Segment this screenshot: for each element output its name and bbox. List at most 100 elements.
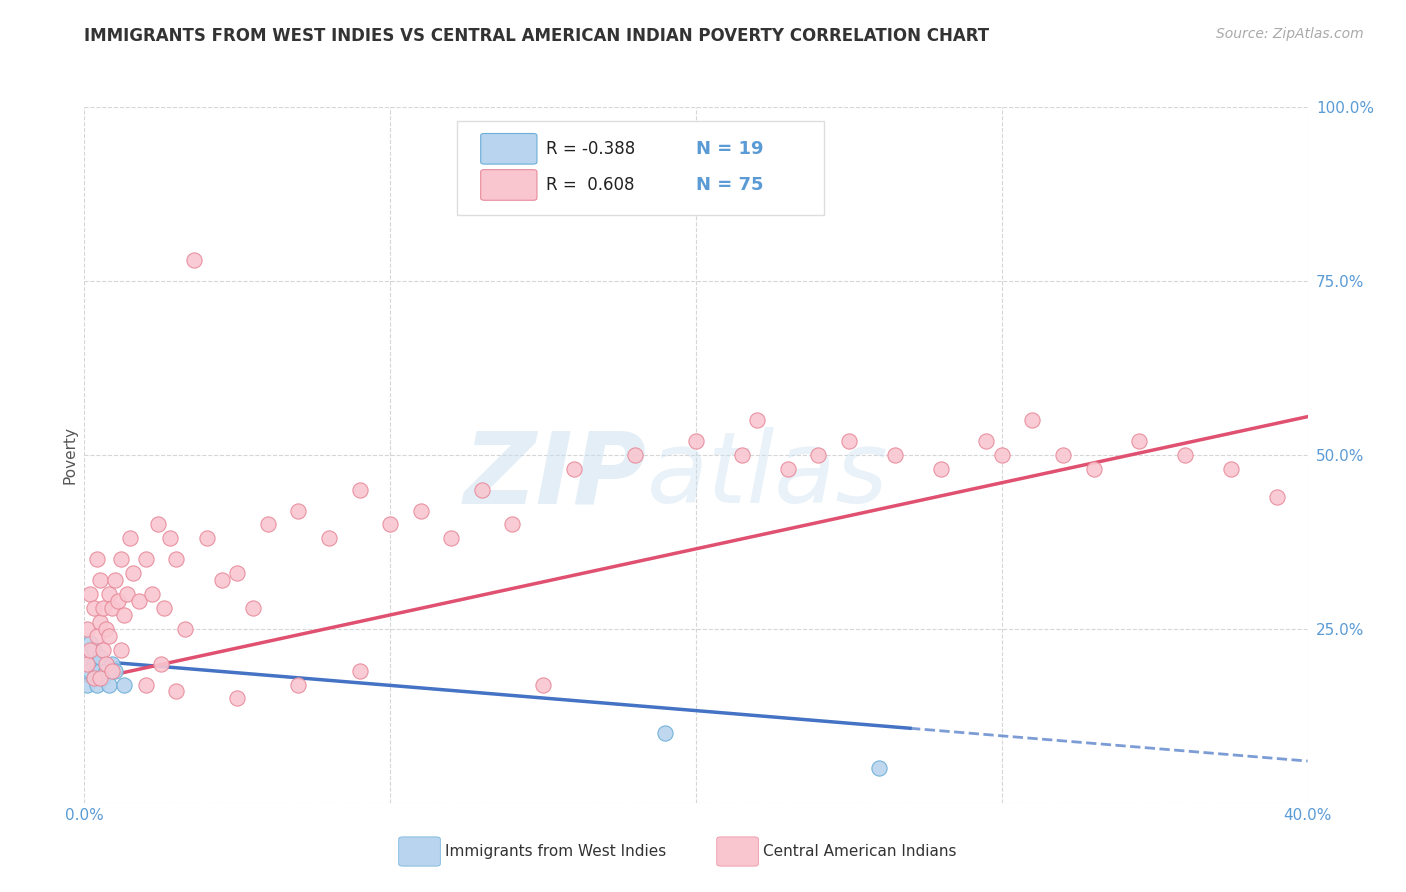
- Point: [747, 413, 769, 427]
- Text: IMMIGRANTS FROM WEST INDIES VS CENTRAL AMERICAN INDIAN POVERTY CORRELATION CHART: IMMIGRANTS FROM WEST INDIES VS CENTRAL A…: [84, 27, 990, 45]
- Point: [731, 448, 754, 462]
- Point: [159, 532, 181, 546]
- Point: [89, 573, 111, 587]
- Point: [83, 601, 105, 615]
- Point: [149, 657, 172, 671]
- Point: [991, 448, 1014, 462]
- Point: [165, 552, 187, 566]
- Point: [776, 462, 799, 476]
- Point: [91, 642, 114, 657]
- Point: [195, 532, 218, 546]
- Point: [115, 587, 138, 601]
- Point: [97, 629, 120, 643]
- Point: [128, 594, 150, 608]
- Point: [112, 677, 135, 691]
- Point: [380, 517, 402, 532]
- Point: [110, 642, 132, 657]
- Text: R =  0.608: R = 0.608: [546, 176, 634, 194]
- Point: [165, 684, 187, 698]
- Point: [153, 601, 176, 615]
- Point: [562, 462, 585, 476]
- Point: [531, 677, 554, 691]
- Point: [97, 587, 120, 601]
- Point: [1083, 462, 1105, 476]
- FancyBboxPatch shape: [481, 169, 537, 201]
- Y-axis label: Poverty: Poverty: [62, 425, 77, 484]
- Point: [110, 552, 132, 566]
- Point: [146, 517, 169, 532]
- Point: [83, 657, 105, 671]
- Point: [1265, 490, 1288, 504]
- Point: [97, 677, 120, 691]
- Point: [120, 532, 142, 546]
- Point: [89, 615, 111, 629]
- Point: [183, 253, 205, 268]
- Point: [471, 483, 494, 497]
- Point: [1220, 462, 1243, 476]
- Point: [94, 657, 117, 671]
- Point: [83, 671, 105, 685]
- Point: [349, 483, 371, 497]
- Point: [76, 622, 98, 636]
- Point: [1128, 434, 1150, 448]
- Point: [89, 649, 111, 664]
- FancyBboxPatch shape: [457, 121, 824, 215]
- Point: [869, 761, 891, 775]
- Point: [104, 664, 127, 678]
- Point: [91, 601, 114, 615]
- Point: [79, 587, 101, 601]
- Point: [94, 664, 117, 678]
- Point: [76, 677, 98, 691]
- Text: Central American Indians: Central American Indians: [763, 844, 956, 859]
- Point: [94, 622, 117, 636]
- Point: [1021, 413, 1043, 427]
- Point: [883, 448, 905, 462]
- Text: N = 75: N = 75: [696, 176, 763, 194]
- Text: atlas: atlas: [647, 427, 889, 524]
- Point: [79, 636, 101, 650]
- Point: [141, 587, 163, 601]
- Point: [76, 649, 98, 664]
- Point: [976, 434, 998, 448]
- Point: [79, 642, 101, 657]
- FancyBboxPatch shape: [481, 134, 537, 164]
- Point: [122, 566, 145, 581]
- Point: [318, 532, 340, 546]
- FancyBboxPatch shape: [399, 837, 440, 866]
- Point: [211, 573, 233, 587]
- Point: [83, 642, 105, 657]
- Text: R = -0.388: R = -0.388: [546, 140, 634, 158]
- Point: [112, 607, 135, 622]
- Text: ZIP: ZIP: [464, 427, 647, 524]
- Text: Immigrants from West Indies: Immigrants from West Indies: [446, 844, 666, 859]
- Point: [101, 657, 124, 671]
- Point: [83, 671, 105, 685]
- Point: [135, 552, 157, 566]
- FancyBboxPatch shape: [717, 837, 758, 866]
- Point: [174, 622, 197, 636]
- Point: [79, 664, 101, 678]
- Point: [226, 691, 249, 706]
- Point: [101, 601, 124, 615]
- Point: [1052, 448, 1074, 462]
- Point: [86, 552, 108, 566]
- Point: [86, 629, 108, 643]
- Point: [242, 601, 264, 615]
- Point: [91, 671, 114, 685]
- Point: [86, 657, 108, 671]
- Point: [107, 594, 129, 608]
- Point: [409, 503, 432, 517]
- Text: N = 19: N = 19: [696, 140, 763, 158]
- Point: [624, 448, 647, 462]
- Point: [86, 677, 108, 691]
- Point: [654, 726, 676, 740]
- Point: [101, 664, 124, 678]
- Point: [440, 532, 463, 546]
- Point: [104, 573, 127, 587]
- Point: [76, 657, 98, 671]
- Point: [1174, 448, 1197, 462]
- Point: [349, 664, 371, 678]
- Point: [502, 517, 524, 532]
- Point: [685, 434, 707, 448]
- Point: [226, 566, 249, 581]
